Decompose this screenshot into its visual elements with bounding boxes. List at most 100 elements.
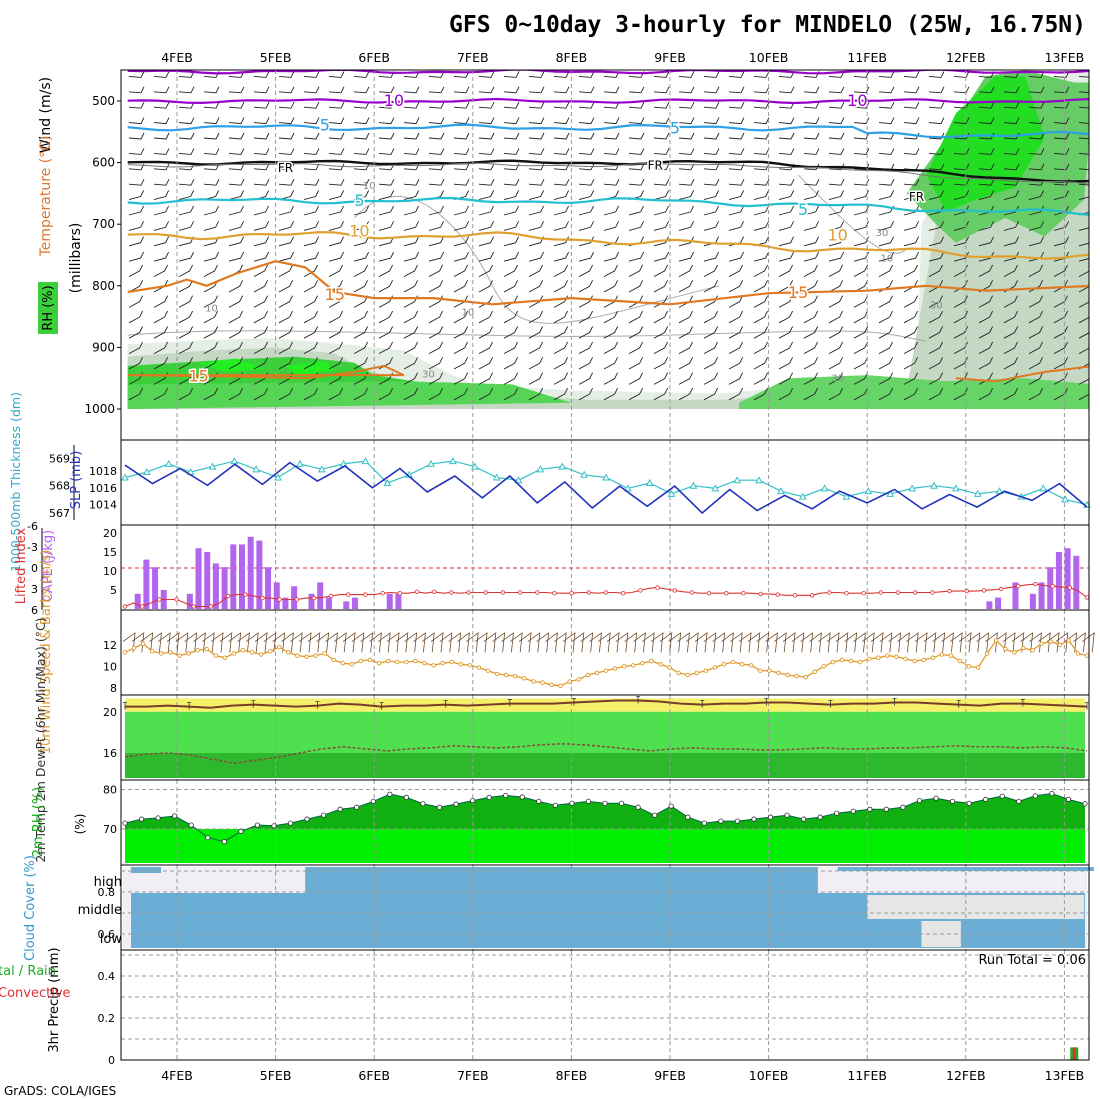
wind-barb-10m [289,632,303,653]
wind-barb [303,148,320,155]
wind-barb-10m [615,632,629,653]
cape-bar [317,582,324,609]
isotherm-label: 5 [320,116,330,135]
wind-speed-point [921,657,926,663]
wind-barb [628,357,644,370]
wind-barb [778,357,794,370]
wind-barb [928,71,945,78]
wind-barb [203,178,220,186]
wind-barb [603,178,620,186]
wind-barb [703,117,720,125]
wind-barb [753,221,770,231]
wind-barb [203,132,220,140]
wind-barb [378,86,395,94]
wind-speed-point [685,672,690,678]
wind-barb [953,117,970,125]
wind-barb [678,310,694,324]
wind-barb [1003,251,1020,262]
wind-barb-10m [826,632,840,653]
wind-barb [528,101,545,109]
rh-contour-label: 30 [422,369,435,380]
wind-barb [1003,264,1019,277]
wind-speed-point [449,659,454,665]
pressure-tick-label: 900 [92,340,115,354]
wind-barb [653,310,669,324]
wind-barb [603,221,620,231]
wind-barb [828,251,845,262]
wind-barb [953,357,969,370]
wind-barb [328,190,345,201]
wind-barb [878,178,895,186]
wind-speed-point [758,668,763,673]
wind-barb [1078,258,1089,262]
wind-barb [528,178,545,186]
wind-barb [128,178,145,186]
wind-barb [753,264,769,277]
cloud-high [131,867,161,873]
slp-ylabel: SLP (mb) [69,451,84,510]
wind-barb [728,372,744,385]
wind-speed-point [1003,646,1008,652]
temp-minmax-bar [187,702,192,710]
wind-barb [978,190,995,201]
lifted-point [741,591,746,596]
wind-barb [428,86,445,94]
wind-barb [1028,357,1044,370]
cape-bar [238,544,245,609]
wind-barb [403,310,419,324]
wind-barb [703,280,719,293]
wind-barb [428,387,444,401]
wind-barb [278,341,294,354]
temp-minmax-bar [892,698,897,706]
wind-barb [153,132,170,140]
wind-barb [278,117,295,125]
date-label-top: 7FEB [457,50,489,65]
wind-barb [1003,71,1020,78]
wind-barb [1028,326,1044,339]
wind-barb-10m [941,632,954,653]
wind-speed-point [322,651,327,656]
wind-speed-point [993,638,999,643]
isotherm-label: 5 [354,191,364,210]
wind-barb [653,221,670,231]
isotherm-label: FR [278,161,293,175]
wind-barb [428,132,445,140]
wind-barb [678,71,695,78]
rh2m-point [436,804,443,810]
wind-speed-point [522,676,527,681]
cape-bar [1038,582,1045,609]
lifted-point [913,590,918,595]
wind-barb [828,310,844,324]
wind-barb [653,357,669,370]
wind-barb [803,236,820,247]
cape-bar [343,601,350,609]
lifted-point [638,588,643,593]
wind-speed-point [440,660,445,666]
wind-barb [678,264,694,277]
wind-barb [153,148,170,155]
wind-barb [228,280,244,293]
rh2m-base [125,829,1085,863]
wind-speed-point [630,663,636,668]
lifted-point [1084,595,1090,600]
wind-barb [1078,378,1089,385]
lifted-point [998,586,1004,592]
wind-barb [628,326,644,339]
wind-barb [353,264,369,277]
wind-barb [253,357,269,370]
wind-barb [228,190,245,201]
wind-barb-10m [474,632,488,653]
wind-barb-10m [1046,632,1060,653]
cape-bar [1047,567,1054,609]
wind-barb [653,264,669,277]
isotherm-m10 [127,97,1089,105]
wind-barb [778,387,794,401]
wind-barb [903,178,920,186]
wind-barb [778,326,794,339]
wind-barb [1078,347,1089,354]
wind-barb [353,236,370,247]
wind-speed-point [939,652,945,657]
cape-bar [152,567,159,609]
thickness-point [317,465,326,473]
wind-barb [853,236,870,247]
